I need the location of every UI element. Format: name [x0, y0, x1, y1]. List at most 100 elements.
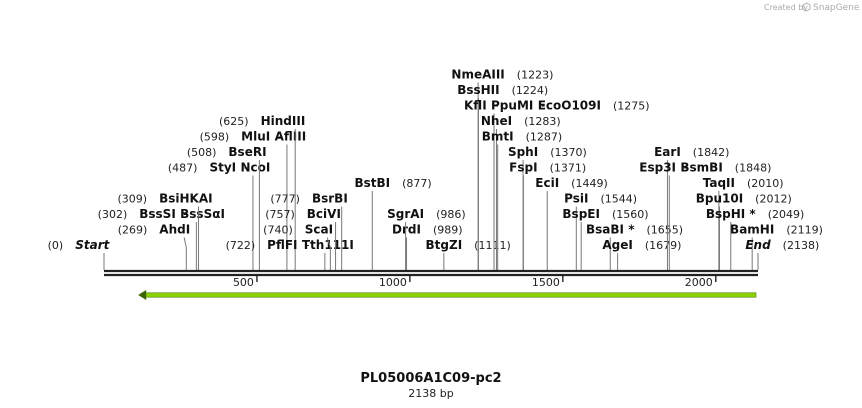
- enzyme-name: TaqII: [703, 176, 735, 190]
- site-end[interactable]: (2138) End: [745, 238, 819, 270]
- site-position: (1224): [512, 84, 549, 97]
- site-position: (1544): [600, 193, 637, 206]
- enzyme-name: SgrAI: [387, 207, 424, 221]
- site-bcivi[interactable]: (757) BciVI: [265, 207, 341, 270]
- site-position: (1655): [646, 224, 683, 237]
- enzyme-name: BtgZI: [426, 238, 463, 252]
- site-position: (302): [98, 208, 128, 221]
- site-position: (1842): [693, 146, 730, 159]
- site-scai[interactable]: (740) ScaI: [263, 223, 333, 271]
- site-taqii[interactable]: (2010) TaqII: [703, 176, 784, 270]
- site-bsssi[interactable]: (302) BssSI - BssSαI: [98, 207, 225, 270]
- site-position: (1111): [474, 239, 511, 252]
- feature-arrow[interactable]: [138, 290, 757, 300]
- map-length: 2138 bp: [408, 387, 453, 400]
- site-bsabi[interactable]: (1655) BsaBI *: [586, 223, 683, 271]
- site-position: (1370): [550, 146, 587, 159]
- site-position: (1371): [550, 162, 587, 175]
- site-bamhi[interactable]: (2119) BamHI: [730, 223, 823, 271]
- enzyme-name: NheI: [481, 114, 512, 128]
- enzyme-name: BmtI: [482, 130, 514, 144]
- site-position: (1679): [645, 239, 682, 252]
- enzyme-name: DrdI: [392, 223, 421, 237]
- enzyme-name: BsmBI: [680, 161, 722, 175]
- site-position: (1449): [571, 177, 608, 190]
- site-eari[interactable]: (1842) EarI: [654, 145, 729, 270]
- site-hindiii[interactable]: (625) HindIII: [219, 114, 305, 270]
- site-position: (989): [433, 224, 463, 237]
- site-bsphi[interactable]: (2049) BspHI *: [706, 207, 804, 270]
- ruler-tick-label: 1000: [379, 276, 407, 289]
- snapgene-logo-icon: [802, 2, 811, 12]
- site-position: (625): [219, 115, 249, 128]
- site-position: (1223): [517, 69, 554, 82]
- site-name-separator: -: [676, 161, 696, 175]
- site-position: (2049): [768, 208, 805, 221]
- site-name-separator: -: [176, 207, 196, 221]
- site-bsrbi[interactable]: (777) BsrBI: [270, 192, 348, 271]
- site-bseri[interactable]: (508) BseRI: [187, 145, 267, 270]
- site-name-separator: -: [487, 99, 507, 113]
- feature-bar[interactable]: [141, 292, 757, 298]
- enzyme-name: MluI: [241, 130, 270, 144]
- enzyme-name: BstBI: [354, 176, 390, 190]
- feature-arrowhead-icon: [138, 290, 147, 300]
- site-sgrai[interactable]: (986) SgrAI: [387, 207, 466, 270]
- site-bsihkai[interactable]: (309) BsiHKAI: [118, 192, 213, 271]
- site-position: (508): [187, 146, 217, 159]
- site-drdi[interactable]: (989) DrdI: [392, 223, 463, 271]
- site-position: (722): [226, 239, 256, 252]
- site-bmti[interactable]: (1287) BmtI: [482, 130, 562, 271]
- site-mlui[interactable]: (598) MluI - AflIII: [200, 130, 307, 271]
- site-psii[interactable]: (1544) PsiI: [564, 192, 637, 271]
- site-position: (487): [168, 162, 198, 175]
- enzyme-name: NcoI: [240, 161, 270, 175]
- site-position: (0): [48, 239, 64, 252]
- site-bspei[interactable]: (1560) BspEI: [562, 207, 649, 270]
- site-kfli[interactable]: (1275) KflI - PpuMI - EcoO109I: [464, 99, 650, 271]
- site-esp3i[interactable]: (1848) Esp3I - BsmBI: [639, 161, 771, 271]
- site-position: (1848): [735, 162, 772, 175]
- site-leader-line: [326, 237, 331, 270]
- ruler-tick-label: 1500: [532, 276, 560, 289]
- site-name-separator: -: [298, 238, 318, 252]
- site-position: (2010): [747, 177, 784, 190]
- site-styi[interactable]: (487) StyI - NcoI: [168, 161, 270, 271]
- site-position: (740): [263, 224, 293, 237]
- site-position: (757): [265, 208, 295, 221]
- enzyme-name: Tth111I: [302, 238, 354, 252]
- site-bsshii[interactable]: (1224) BssHII: [457, 83, 548, 270]
- site-ecii[interactable]: (1449) EciI: [535, 176, 608, 270]
- enzyme-name: ScaI: [305, 223, 333, 237]
- enzyme-name: BciVI: [307, 207, 341, 221]
- ruler-tick-label: 2000: [685, 276, 713, 289]
- site-bstbi[interactable]: (877) BstBI: [354, 176, 432, 270]
- site-position: (1283): [524, 115, 561, 128]
- enzyme-name: AhdI: [159, 223, 190, 237]
- site-ahdi[interactable]: (269) AhdI: [118, 223, 190, 271]
- site-nhei[interactable]: (1283) NheI: [481, 114, 561, 270]
- sequence-backbone: [104, 269, 758, 277]
- site-bpu10i[interactable]: (2012) Bpu10I: [696, 192, 792, 271]
- site-btgzi[interactable]: (1111) BtgZI: [426, 238, 511, 270]
- site-position: (2138): [783, 239, 820, 252]
- site-position: (1287): [526, 131, 563, 144]
- enzyme-name: PflFI: [267, 238, 297, 252]
- site-position: (1560): [612, 208, 649, 221]
- enzyme-name: BsiHKAI: [159, 192, 213, 206]
- site-start[interactable]: (0) Start: [48, 238, 111, 270]
- site-pflfi[interactable]: (722) PflFI - Tth111I: [226, 238, 354, 270]
- enzyme-name: BssSαI: [180, 207, 225, 221]
- ruler-tick-label: 500: [233, 276, 254, 289]
- enzyme-name: End: [745, 238, 771, 252]
- site-agei[interactable]: (1679) AgeI: [602, 238, 681, 270]
- snapgene-credit[interactable]: Created by SnapGene: [764, 2, 860, 13]
- restriction-sites: (0) Start (269) AhdI(302) BssSI - BssSαI(309…: [48, 68, 823, 271]
- enzyme-name: BamHI: [730, 223, 774, 237]
- enzyme-name: NmeAIII: [451, 68, 504, 82]
- site-position: (777): [270, 193, 300, 206]
- enzyme-name: Start: [75, 238, 110, 252]
- enzyme-name: SphI: [508, 145, 538, 159]
- site-name-separator: -: [236, 161, 256, 175]
- site-fspi[interactable]: (1371) FspI: [509, 161, 586, 271]
